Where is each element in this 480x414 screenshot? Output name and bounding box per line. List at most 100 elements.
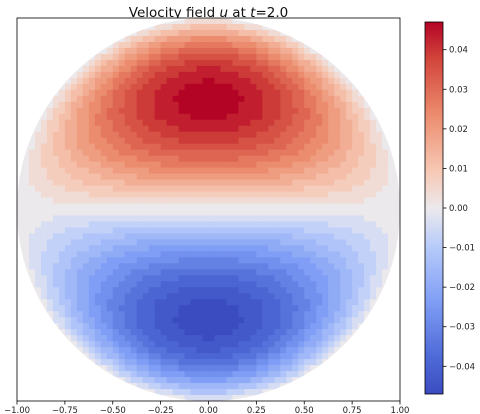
- field-cell: [70, 83, 78, 91]
- field-cell: [250, 293, 257, 300]
- field-cell: [184, 167, 192, 175]
- field-cell: [130, 275, 138, 282]
- field-cell: [256, 77, 263, 85]
- field-cell: [130, 137, 138, 145]
- field-cell: [70, 119, 78, 127]
- field-cell: [154, 347, 162, 354]
- field-cell: [298, 191, 305, 199]
- field-cell: [136, 95, 144, 103]
- field-cell: [220, 137, 228, 145]
- field-cell: [82, 167, 90, 175]
- field-cell: [310, 101, 317, 109]
- field-cell: [112, 47, 120, 55]
- field-cell: [376, 281, 383, 288]
- field-cell: [268, 329, 275, 336]
- field-cell: [244, 107, 251, 115]
- field-cell: [112, 101, 120, 109]
- field-cell: [232, 203, 240, 211]
- field-cell: [256, 269, 263, 276]
- field-cell: [64, 137, 72, 145]
- field-cell: [226, 341, 234, 348]
- field-cell: [70, 107, 78, 115]
- field-cell: [280, 371, 287, 378]
- field-cell: [58, 251, 66, 258]
- field-cell: [268, 107, 275, 115]
- field-cell: [100, 215, 108, 223]
- field-cell: [298, 221, 305, 229]
- field-cell: [178, 269, 186, 276]
- field-cell: [382, 155, 389, 163]
- field-cell: [244, 203, 251, 211]
- field-cell: [352, 281, 359, 288]
- field-cell: [166, 359, 174, 366]
- field-cell: [226, 47, 234, 55]
- field-cell: [58, 137, 66, 145]
- field-cell: [226, 209, 234, 217]
- field-cell: [136, 155, 144, 163]
- field-cell: [238, 83, 245, 91]
- field-cell: [196, 89, 204, 97]
- field-cell: [244, 389, 251, 396]
- field-cell: [250, 35, 257, 43]
- field-cell: [238, 197, 245, 205]
- field-cell: [388, 233, 395, 241]
- field-cell: [214, 125, 222, 133]
- field-cell: [100, 131, 108, 139]
- field-cell: [196, 95, 204, 103]
- field-cell: [316, 77, 323, 85]
- field-cell: [130, 179, 138, 187]
- field-cell: [352, 227, 359, 235]
- field-cell: [208, 143, 216, 151]
- field-cell: [154, 389, 162, 396]
- field-cell: [166, 155, 174, 163]
- field-cell: [238, 41, 245, 49]
- field-cell: [340, 71, 347, 79]
- field-cell: [286, 371, 293, 378]
- field-cell: [100, 239, 108, 246]
- field-cell: [106, 89, 114, 97]
- field-cell: [154, 119, 162, 127]
- field-cell: [232, 299, 240, 306]
- field-cell: [46, 239, 54, 246]
- field-cell: [64, 161, 72, 169]
- field-cell: [364, 143, 371, 151]
- field-cell: [100, 341, 108, 348]
- field-cell: [94, 161, 102, 169]
- field-cell: [220, 83, 228, 91]
- field-cell: [358, 191, 365, 199]
- field-cell: [166, 353, 174, 360]
- field-cell: [232, 65, 240, 73]
- field-cell: [130, 281, 138, 288]
- field-cell: [94, 179, 102, 187]
- field-cell: [112, 245, 120, 252]
- field-cell: [214, 371, 222, 378]
- field-cell: [184, 317, 192, 324]
- field-cell: [154, 263, 162, 270]
- field-cell: [112, 371, 120, 378]
- field-cell: [130, 41, 138, 49]
- field-cell: [34, 137, 42, 145]
- field-cell: [76, 227, 84, 235]
- field-cell: [238, 53, 245, 61]
- field-cell: [238, 353, 245, 360]
- field-cell: [154, 299, 162, 306]
- field-cell: [226, 179, 234, 187]
- field-cell: [298, 179, 305, 187]
- field-cell: [334, 185, 341, 193]
- field-cell: [112, 299, 120, 306]
- field-cell: [196, 329, 204, 336]
- field-cell: [28, 137, 36, 145]
- field-cell: [244, 317, 251, 324]
- field-cell: [106, 311, 114, 318]
- field-cell: [166, 23, 174, 31]
- field-cell: [94, 353, 102, 360]
- field-cell: [310, 53, 317, 61]
- field-cell: [256, 101, 263, 109]
- field-cell: [316, 299, 323, 306]
- field-cell: [76, 179, 84, 187]
- field-cell: [196, 347, 204, 354]
- field-cell: [40, 293, 48, 300]
- field-cell: [46, 203, 54, 211]
- field-cell: [226, 305, 234, 312]
- field-cell: [88, 263, 96, 270]
